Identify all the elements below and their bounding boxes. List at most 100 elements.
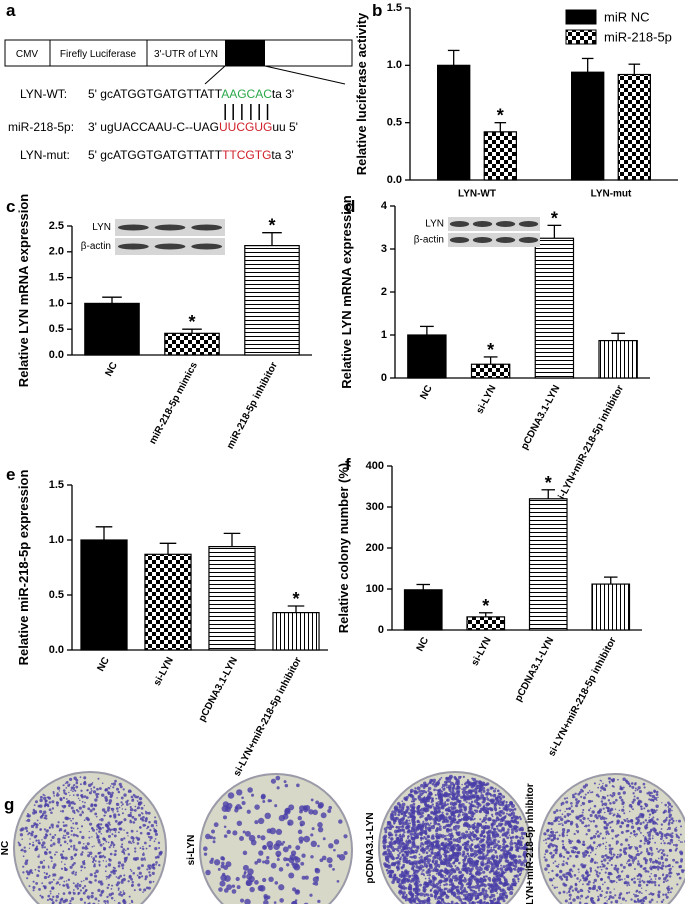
colony (628, 864, 631, 867)
colony (139, 872, 142, 875)
colony (75, 871, 77, 873)
colony (332, 868, 335, 871)
bar (599, 341, 637, 378)
colony (220, 856, 224, 860)
y-tick-label: 4 (381, 200, 388, 212)
colony (153, 881, 155, 883)
colony (461, 892, 463, 894)
colony (82, 805, 85, 808)
colony (663, 811, 665, 813)
colony (464, 858, 466, 860)
colony (545, 839, 547, 841)
colony (564, 821, 567, 824)
colony (218, 887, 223, 892)
colony (630, 832, 632, 834)
colony (422, 812, 424, 814)
colony (226, 803, 232, 809)
colony (97, 889, 100, 892)
colony (327, 857, 333, 863)
colony (427, 796, 431, 800)
colony (148, 887, 151, 890)
colony (506, 856, 508, 858)
colony (457, 839, 461, 843)
colony (513, 854, 516, 857)
colony (486, 854, 488, 856)
colony (35, 869, 37, 871)
colony (39, 895, 41, 897)
y-axis-label: Relative colony number (%) (336, 463, 351, 633)
colony (475, 860, 478, 863)
colony (593, 841, 596, 844)
colony (631, 782, 634, 785)
colony (619, 796, 622, 799)
colony (108, 842, 110, 844)
colony (64, 829, 66, 831)
colony (520, 863, 523, 866)
colony (672, 866, 674, 868)
colony (237, 885, 241, 889)
colony (49, 875, 50, 876)
colony (591, 810, 594, 813)
colony (83, 862, 86, 865)
colony (483, 876, 485, 878)
colony (611, 864, 613, 866)
colony (88, 837, 90, 839)
colony (548, 837, 550, 839)
colony (51, 881, 53, 883)
colony (125, 850, 126, 851)
colony (475, 825, 478, 828)
colony (580, 895, 583, 898)
colony (279, 898, 284, 903)
colony (503, 830, 505, 832)
colony (47, 876, 49, 878)
colony (611, 795, 614, 798)
colony (611, 812, 612, 813)
colony (18, 843, 21, 846)
colony (428, 870, 431, 873)
colony (83, 843, 85, 845)
colony (106, 803, 107, 804)
colony (395, 857, 398, 860)
colony (629, 846, 632, 849)
colony (118, 865, 121, 868)
colony (658, 858, 660, 860)
colony (277, 786, 280, 789)
colony (98, 830, 101, 833)
bar (467, 617, 505, 630)
colony (497, 840, 500, 843)
colony (619, 786, 621, 788)
colony (472, 816, 474, 818)
colony (72, 823, 74, 825)
blot-label: LYN (425, 219, 444, 230)
colony (27, 819, 30, 822)
colony (644, 870, 647, 873)
colony (109, 803, 111, 805)
colony (585, 783, 588, 786)
colony (411, 843, 415, 847)
colony (108, 792, 111, 795)
colony (617, 792, 620, 795)
colony (509, 808, 512, 811)
colony (70, 790, 71, 791)
colony (66, 832, 69, 835)
colony (80, 889, 82, 891)
colony (423, 886, 426, 889)
bar (273, 613, 319, 650)
colony (563, 891, 566, 894)
colony (645, 859, 648, 862)
colony (52, 873, 54, 875)
colony (505, 823, 507, 825)
colony (503, 865, 506, 868)
colony (317, 822, 323, 828)
colony (131, 900, 133, 902)
colony (652, 827, 655, 830)
colony (516, 836, 519, 839)
colony (73, 889, 75, 891)
colony (72, 810, 75, 813)
colony (589, 800, 591, 802)
colony (441, 843, 444, 846)
colony (46, 848, 48, 850)
colony (668, 816, 670, 818)
colony (451, 868, 453, 870)
blot-band (191, 225, 222, 231)
